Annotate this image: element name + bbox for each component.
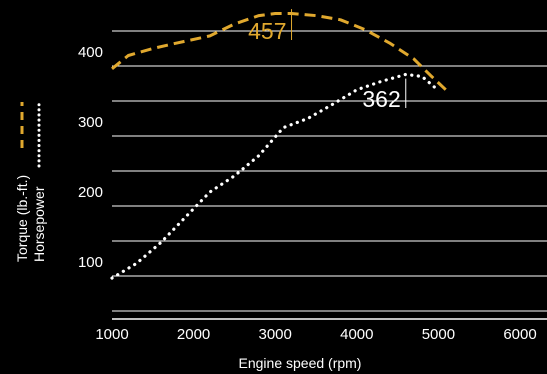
x-tick-label: 6000: [503, 326, 536, 343]
legend-torque-label: Torque (lb.-ft.): [14, 175, 30, 262]
torque-peak-label: 457: [248, 18, 286, 44]
y-tick-label: 300: [78, 114, 103, 131]
torque-line: [111, 12, 448, 92]
data-series: [110, 12, 448, 280]
legend-group: Torque (lb.-ft.) Horsepower: [14, 102, 47, 262]
x-tick-label: 1000: [95, 326, 128, 343]
peak-annotations: 457 362: [248, 9, 407, 112]
legend: Torque (lb.-ft.) Horsepower: [14, 102, 47, 262]
y-tick-label: 100: [78, 254, 103, 271]
horsepower-peak-label: 362: [362, 86, 400, 112]
x-tick-label: 4000: [340, 326, 373, 343]
x-tick-label: 5000: [422, 326, 455, 343]
x-axis-title: Engine speed (rpm): [239, 355, 362, 371]
tick-labels: 100 200 300 400 1000 2000 3000 4000 5000 6000: [78, 44, 537, 343]
y-tick-label: 400: [78, 44, 103, 61]
horsepower-line: [110, 72, 440, 280]
x-tick-label: 3000: [259, 326, 292, 343]
x-tick-label: 2000: [177, 326, 210, 343]
legend-horsepower-label: Horsepower: [31, 186, 47, 262]
y-tick-label: 200: [78, 184, 103, 201]
gridlines: [112, 30, 547, 320]
